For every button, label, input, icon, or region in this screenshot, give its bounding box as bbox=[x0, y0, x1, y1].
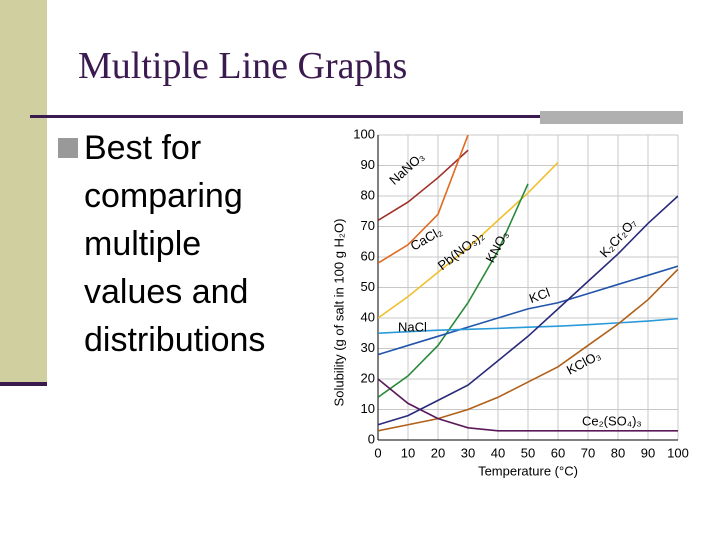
x-tick-label: 90 bbox=[641, 445, 655, 460]
x-tick-label: 10 bbox=[401, 445, 415, 460]
series-line bbox=[378, 378, 678, 432]
series-label: KCl bbox=[527, 285, 552, 306]
left-bar bbox=[0, 0, 47, 386]
x-tick-label: 60 bbox=[551, 445, 565, 460]
y-tick-label: 70 bbox=[361, 218, 375, 233]
x-axis-label: Temperature (°C) bbox=[478, 463, 578, 478]
y-tick-label: 30 bbox=[361, 340, 375, 355]
y-tick-label: 0 bbox=[368, 431, 375, 446]
x-tick-label: 50 bbox=[521, 445, 535, 460]
series-line bbox=[378, 317, 678, 335]
y-tick-label: 50 bbox=[361, 279, 375, 294]
x-tick-label: 20 bbox=[431, 445, 445, 460]
series-line bbox=[378, 135, 469, 264]
y-tick-label: 20 bbox=[361, 370, 375, 385]
y-tick-label: 10 bbox=[361, 401, 375, 416]
y-tick-label: 90 bbox=[361, 157, 375, 172]
x-tick-label: 40 bbox=[491, 445, 505, 460]
series-line bbox=[378, 195, 678, 426]
slide-title: Multiple Line Graphs bbox=[78, 45, 408, 87]
y-tick-label: 80 bbox=[361, 187, 375, 202]
x-tick-label: 0 bbox=[374, 445, 381, 460]
bullet-marker bbox=[58, 138, 78, 158]
series-line bbox=[378, 183, 529, 398]
series-line bbox=[378, 265, 678, 356]
series-label: NaCl bbox=[398, 319, 427, 334]
x-tick-label: 70 bbox=[581, 445, 595, 460]
series-line bbox=[378, 149, 469, 222]
series-line bbox=[378, 161, 559, 319]
bullet-text: Best for comparing multiple values and d… bbox=[84, 129, 266, 359]
y-tick-label: 60 bbox=[361, 248, 375, 263]
x-tick-label: 30 bbox=[461, 445, 475, 460]
y-axis-label: Solubility (g of salt in 100 g H₂O) bbox=[331, 219, 346, 407]
series-line bbox=[378, 268, 678, 432]
x-tick-label: 80 bbox=[611, 445, 625, 460]
y-tick-label: 40 bbox=[361, 309, 375, 324]
accent-rule bbox=[540, 111, 683, 124]
y-tick-label: 100 bbox=[353, 126, 375, 141]
series-label: Ce₂(SO₄)₃ bbox=[582, 413, 642, 428]
x-tick-label: 100 bbox=[667, 445, 689, 460]
title-rule bbox=[30, 115, 542, 118]
